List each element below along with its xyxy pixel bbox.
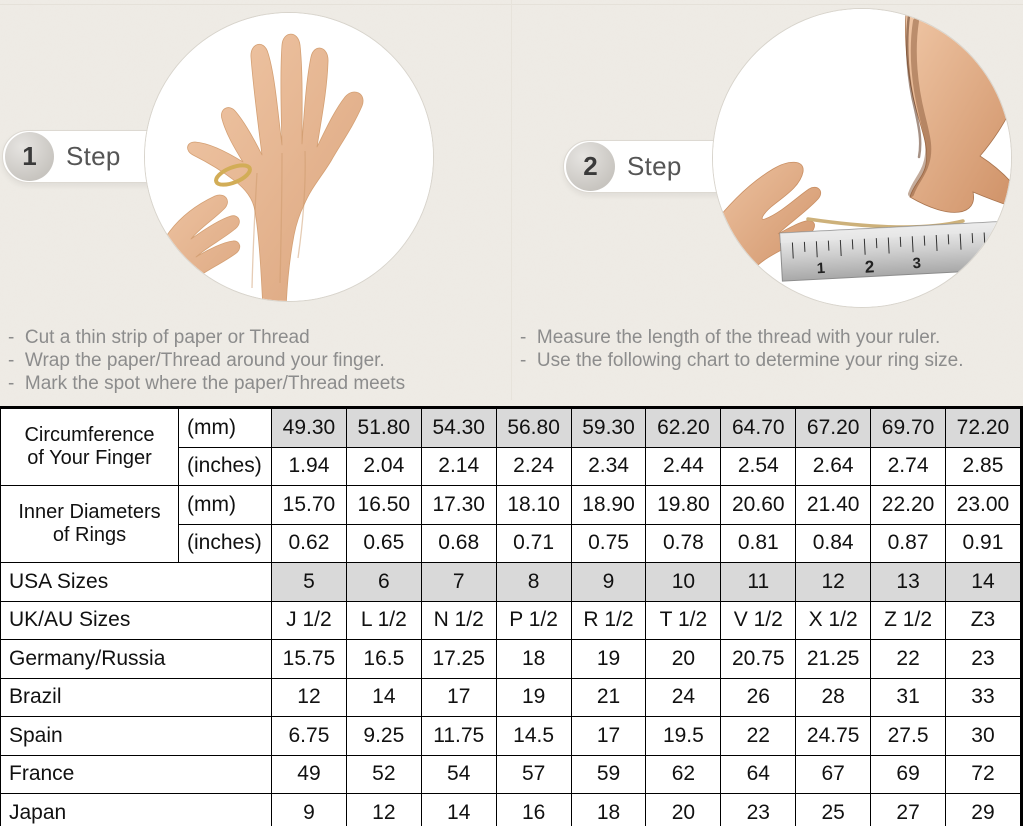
- svg-text:3: 3: [912, 255, 921, 272]
- svg-text:2: 2: [864, 257, 874, 276]
- svg-text:1: 1: [816, 260, 825, 277]
